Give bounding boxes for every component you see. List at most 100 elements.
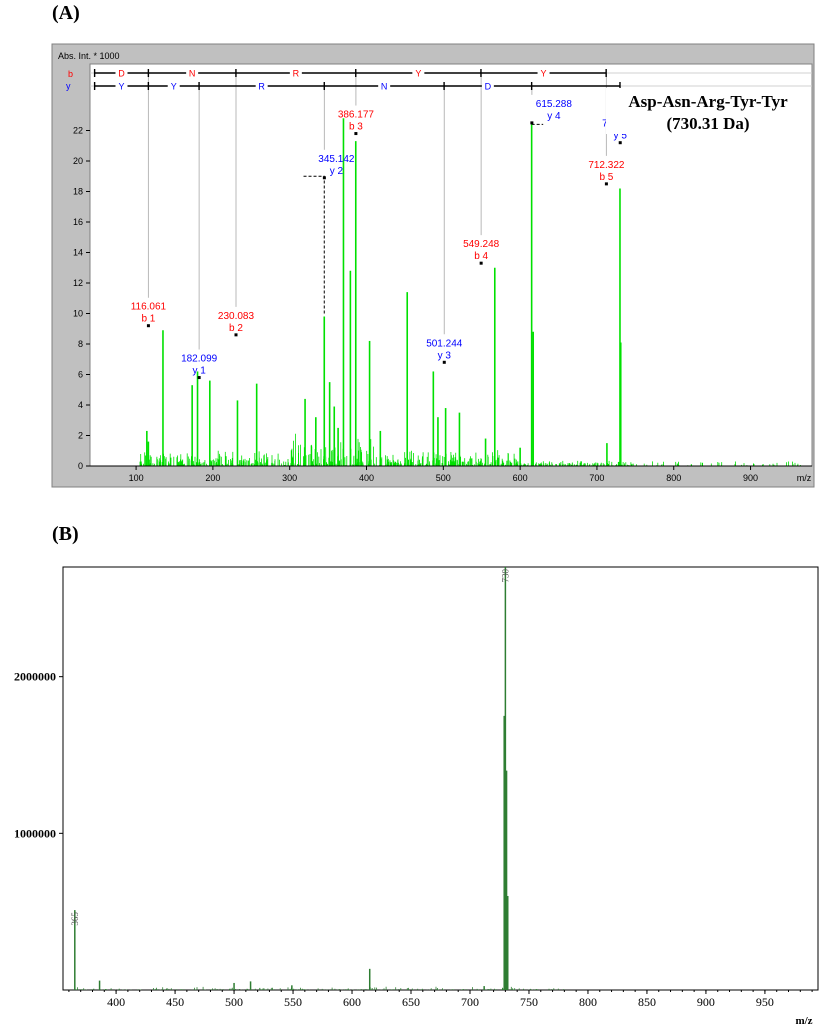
y-tick-label: 12 <box>73 278 83 288</box>
x-tick-label: 600 <box>343 995 361 1009</box>
ion-mz-label: 345.142 <box>318 154 355 165</box>
ion-name-label: y 5 <box>614 131 628 142</box>
spectrum-noise <box>68 986 565 990</box>
y-axis-top-label: Abs. Int. * 1000 <box>58 51 120 61</box>
ion-marker <box>442 360 446 364</box>
x-tick-label: 450 <box>166 995 184 1009</box>
ion-marker <box>530 121 534 125</box>
y-ladder-residue: Y <box>118 82 124 92</box>
b-series-label: b <box>68 69 73 79</box>
y-tick-label: 4 <box>78 400 83 410</box>
ion-mz-label: 386.177 <box>338 110 375 121</box>
x-tick-label: 500 <box>225 995 243 1009</box>
y-tick-label: 20 <box>73 156 83 166</box>
ion-marker <box>322 176 326 180</box>
b-ladder-residue-bg <box>537 67 550 78</box>
y-tick-label: 8 <box>78 339 83 349</box>
y-tick-label: 14 <box>73 248 83 258</box>
x-tick-label: 550 <box>284 995 302 1009</box>
x-tick-label: 700 <box>589 473 604 483</box>
x-tick-label: 750 <box>520 995 538 1009</box>
ion-mz-label: 712.322 <box>588 160 625 171</box>
y-ladder-residue: Y <box>171 82 177 92</box>
ion-name-label: b 1 <box>141 314 155 325</box>
y-ladder-residue-bg <box>481 80 494 91</box>
y-tick-label: 18 <box>73 187 83 197</box>
b-ladder-residue: D <box>118 69 125 79</box>
plot-area <box>62 566 819 991</box>
ion-mz-label: 501.244 <box>426 338 463 349</box>
ion-name-label: y 1 <box>192 366 206 377</box>
x-tick-label: 800 <box>579 995 597 1009</box>
panel-label-a: (A) <box>52 2 80 24</box>
b-ladder-residue: Y <box>541 69 547 79</box>
b-ladder-residue-bg <box>186 67 199 78</box>
y-ladder-residue-bg <box>167 80 180 91</box>
x-tick-label: 200 <box>205 473 220 483</box>
x-tick-label: 850 <box>638 995 656 1009</box>
y-ladder-residue: D <box>485 82 492 92</box>
x-tick-label: 800 <box>666 473 681 483</box>
y-ladder-residue: N <box>381 82 388 92</box>
panel-label-b: (B) <box>52 523 79 545</box>
ion-marker <box>479 261 483 265</box>
x-tick-label: 650 <box>402 995 420 1009</box>
x-axis-label: m/z <box>795 1015 812 1027</box>
b-ladder-residue-bg <box>412 67 425 78</box>
y-tick-label: 22 <box>73 126 83 136</box>
y-tick-label: 2000000 <box>14 670 56 684</box>
ion-marker <box>234 333 238 337</box>
x-tick-label: 500 <box>436 473 451 483</box>
y-ladder-residue-bg <box>115 80 128 91</box>
x-tick-label: 300 <box>282 473 297 483</box>
peak-label: 730 <box>500 569 510 583</box>
peptide-sequence: Asp-Asn-Arg-Tyr-Tyr <box>628 92 788 111</box>
ion-marker <box>197 376 201 380</box>
x-axis-label: m/z <box>797 473 812 483</box>
y-tick-label: 1000000 <box>14 826 56 840</box>
ion-name-label: b 2 <box>229 323 243 334</box>
ion-marker <box>354 132 358 136</box>
y-ladder-residue-bg <box>255 80 268 91</box>
ion-mz-label: 615.288 <box>536 99 573 110</box>
ion-name-label: y 2 <box>330 166 344 177</box>
x-tick-label: 900 <box>743 473 758 483</box>
x-tick-label: 950 <box>756 995 774 1009</box>
peptide-mass: (730.31 Da) <box>666 114 749 133</box>
ion-mz-label: 549.248 <box>463 239 500 250</box>
b-ladder-residue: R <box>293 69 300 79</box>
y-ladder-residue: R <box>258 82 265 92</box>
y-tick-label: 0 <box>78 461 83 471</box>
ion-marker <box>146 324 150 328</box>
x-tick-label: 700 <box>461 995 479 1009</box>
ion-name-label: y 4 <box>547 111 561 122</box>
ion-name-label: y 3 <box>438 350 452 361</box>
peptide-annotation-bg <box>606 88 806 134</box>
ion-marker <box>618 141 622 145</box>
peak-label: 365 <box>70 912 80 926</box>
ion-mz-label: 116.061 <box>131 302 167 313</box>
y-tick-label: 2 <box>78 431 83 441</box>
b-ladder-residue: Y <box>415 69 421 79</box>
x-tick-label: 600 <box>513 473 528 483</box>
ion-name-label: b 4 <box>474 251 488 262</box>
y-tick-label: 10 <box>73 309 83 319</box>
x-tick-label: 900 <box>697 995 715 1009</box>
y-tick-label: 6 <box>78 370 83 380</box>
y-ladder-residue-bg <box>378 80 391 91</box>
y-series-label: y <box>66 81 71 91</box>
ion-mz-label: 182.099 <box>181 354 218 365</box>
ion-name-label: b 3 <box>349 122 363 133</box>
ion-name-label: b 5 <box>599 172 613 183</box>
b-ladder-residue-bg <box>115 67 128 78</box>
x-tick-label: 400 <box>359 473 374 483</box>
y-tick-label: 16 <box>73 217 83 227</box>
x-tick-label: 400 <box>107 995 125 1009</box>
x-tick-label: 100 <box>129 473 144 483</box>
b-ladder-residue: N <box>189 69 196 79</box>
y2-connector <box>303 175 325 314</box>
ion-mz-label: 230.083 <box>218 311 255 322</box>
ion-marker <box>604 182 608 186</box>
